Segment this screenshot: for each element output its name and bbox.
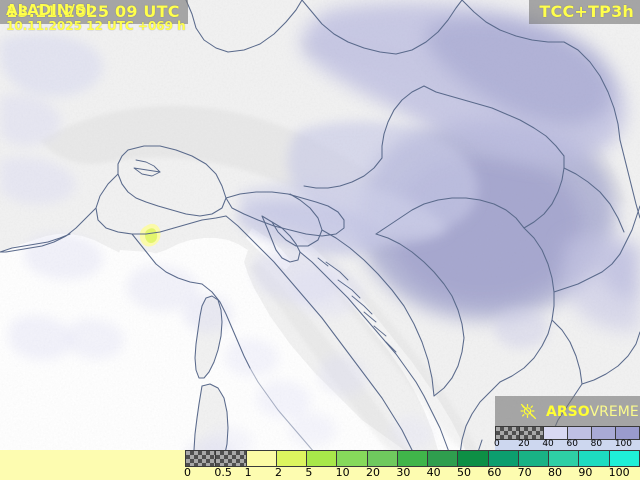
legend-swatch [616,427,639,439]
sun-cloud-icon [519,402,539,422]
model-run-label: 10.11.2025 12 UTC +069 h [6,19,186,33]
legend-tick: 30 [396,466,411,479]
legend-tick: 40 [426,466,441,479]
legend-tick: 60 [566,439,578,449]
legend-swatch [246,451,277,466]
legend-swatch [579,451,610,466]
legend-tick: 20 [366,466,380,479]
model-name-label: ALADIN/SI [6,1,92,19]
legend-tick: 100 [608,466,630,479]
legend-tick: 2 [275,466,282,479]
cloud-cover-legend[interactable]: 0 20 40 60 80 100 [494,426,640,450]
legend-tick: 10 [335,466,350,479]
legend-swatch [397,451,429,466]
legend-tick: 0.5 [214,466,232,479]
cloud-cover-swatches [495,426,640,440]
legend-tick: 0 [494,439,500,449]
arso-brand[interactable]: ARSOVREME [495,396,640,428]
product-label: TCC+TP3h [529,0,640,24]
legend-tick: 50 [457,466,471,479]
legend-swatch [307,451,338,466]
legend-swatch [518,451,550,466]
legend-background-fill [0,450,185,480]
legend-tick: 20 [518,439,530,449]
legend-swatch [549,451,580,466]
arso-name-bold: ARSO [546,404,590,420]
valid-datetime-label: 13.11.2025 09 UTC [0,0,188,24]
legend-swatch [496,427,520,439]
legend-tick: 100 [614,439,633,449]
legend-swatch [520,427,544,439]
arso-name-light: VREME [589,404,639,420]
cloud-cover-ticks: 0 20 40 60 80 100 [494,439,640,450]
legend-swatch [592,427,616,439]
legend-tick: 80 [590,439,603,449]
legend-swatch [276,451,308,466]
precipitation-legend[interactable]: 0 0.5 1 2 5 10 20 30 40 50 60 70 80 90 100 [184,450,640,480]
legend-tick: 1 [244,466,252,479]
legend-tick: 40 [542,439,554,449]
legend-swatch [544,427,568,439]
legend-tick: 90 [578,466,593,479]
legend-swatch [337,451,368,466]
legend-swatch [186,451,217,466]
arso-brand-text: ARSOVREME [546,404,639,420]
legend-tick: 70 [517,466,532,479]
legend-tick: 0 [184,466,191,479]
legend-swatch [367,451,398,466]
legend-swatch [609,451,639,466]
precipitation-ticks: 0 0.5 1 2 5 10 20 30 40 50 60 70 80 90 100 [184,466,640,480]
legend-swatch [216,451,247,466]
legend-tick: 5 [305,466,313,479]
legend-tick: 80 [548,466,562,479]
legend-swatch [458,451,489,466]
legend-swatch [428,451,459,466]
precipitation-swatches [185,450,640,467]
legend-swatch [488,451,519,466]
legend-swatch [568,427,592,439]
legend-tick: 60 [487,466,502,479]
